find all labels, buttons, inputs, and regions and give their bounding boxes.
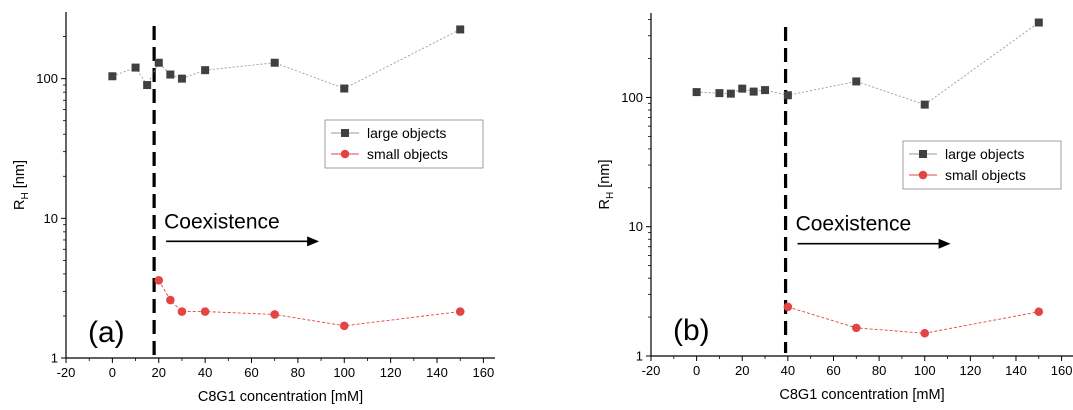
x-tick-label: 100	[333, 365, 355, 380]
data-point	[1034, 307, 1044, 317]
legend-marker	[918, 170, 928, 180]
series-line	[696, 22, 1040, 106]
x-tick-label: 120	[959, 363, 981, 378]
data-point	[339, 321, 349, 331]
y-tick-label: 1	[51, 351, 58, 366]
legend-marker	[341, 129, 349, 137]
y-axis-title-subscript: H	[605, 192, 616, 199]
legend: large objects small objects	[902, 140, 1062, 190]
coexistence-label: Coexistence	[796, 213, 912, 236]
legend-box	[324, 119, 484, 169]
data-point	[270, 58, 279, 67]
x-tick-label: 160	[1051, 363, 1073, 378]
data-point	[456, 25, 465, 34]
data-point	[851, 323, 861, 333]
legend-box	[902, 140, 1062, 190]
data-point	[761, 86, 770, 95]
x-tick-label: 40	[198, 365, 212, 380]
y-axis-title-main: R	[597, 199, 613, 209]
legend-label: small objects	[367, 146, 448, 162]
legend-label: large objects	[945, 146, 1024, 162]
data-point	[108, 72, 117, 81]
y-tick-label: 1	[636, 349, 643, 364]
data-point	[738, 84, 747, 93]
x-tick-label: 0	[109, 365, 116, 380]
y-tick-label: 100	[621, 90, 643, 105]
y-tick-label: 10	[629, 219, 643, 234]
data-point	[143, 81, 152, 90]
panel-label: (b)	[673, 314, 710, 347]
series-line	[158, 280, 461, 327]
x-tick-label: 40	[781, 363, 795, 378]
data-point	[177, 74, 186, 83]
x-tick-label: 160	[473, 365, 495, 380]
x-tick-label: 100	[914, 363, 936, 378]
y-axis-title-unit: [nm]	[12, 160, 28, 192]
series-small-objects	[783, 302, 1044, 338]
panel-label: (a)	[88, 316, 125, 349]
x-tick-label: 60	[826, 363, 840, 378]
x-tick-label: 80	[872, 363, 886, 378]
legend-label: small objects	[945, 167, 1026, 183]
data-point	[154, 58, 163, 67]
y-tick-label: 100	[36, 71, 58, 86]
x-tick-label: 60	[244, 365, 258, 380]
data-point	[783, 302, 793, 312]
legend-marker	[919, 150, 927, 158]
data-point	[166, 295, 175, 305]
y-tick-label: 10	[44, 211, 58, 226]
data-point	[715, 89, 724, 98]
data-point	[920, 328, 930, 338]
chart-panel-1: -20 0 20 40 60 80 100 120 140 160 1 10 100 C8G1 conce…	[12, 12, 495, 405]
x-tick-label: 140	[426, 365, 448, 380]
x-tick-label: 0	[693, 363, 700, 378]
series-large-objects	[692, 18, 1043, 109]
data-point	[692, 88, 701, 97]
data-point	[749, 87, 758, 96]
y-axis-title-subscript: H	[20, 192, 31, 199]
x-axis-title: C8G1 concentration [mM]	[198, 389, 363, 405]
y-axis-title-main: R	[12, 199, 28, 209]
series-line	[787, 306, 1039, 334]
x-tick-label: 20	[735, 363, 749, 378]
data-point	[726, 89, 735, 98]
x-tick-label: 80	[291, 365, 305, 380]
data-point	[270, 310, 280, 319]
y-axis-title-unit: [nm]	[597, 160, 613, 192]
coexistence-arrow-head	[938, 238, 951, 249]
data-point	[154, 275, 164, 285]
data-point	[455, 307, 465, 316]
y-axis-title: RH [nm]	[12, 160, 31, 210]
x-axis-title: C8G1 concentration [mM]	[779, 387, 944, 403]
data-point	[783, 91, 792, 100]
data-point	[340, 84, 349, 93]
coexistence-arrow-head	[307, 236, 320, 247]
data-point	[852, 77, 861, 86]
y-axis-title: RH [nm]	[597, 160, 616, 210]
data-point	[1034, 18, 1043, 27]
data-point	[166, 70, 175, 79]
x-tick-label: -20	[57, 365, 76, 380]
legend-marker	[340, 149, 350, 159]
x-tick-label: 120	[380, 365, 402, 380]
series-small-objects	[154, 275, 465, 331]
coexistence-label: Coexistence	[164, 210, 280, 233]
chart-panel-2: -20 0 20 40 60 80 100 120 140 160 1 10 100 C8G1 conce…	[597, 13, 1073, 403]
series-large-objects	[108, 25, 465, 93]
data-point	[920, 100, 929, 109]
data-point	[131, 63, 140, 72]
data-point	[177, 307, 187, 316]
data-point	[201, 66, 210, 75]
x-tick-label: 20	[152, 365, 166, 380]
series-line	[112, 29, 461, 89]
x-tick-label: -20	[642, 363, 661, 378]
legend: large objects small objects	[324, 119, 484, 169]
data-point	[200, 307, 210, 316]
legend-label: large objects	[367, 125, 446, 141]
x-tick-label: 140	[1005, 363, 1027, 378]
